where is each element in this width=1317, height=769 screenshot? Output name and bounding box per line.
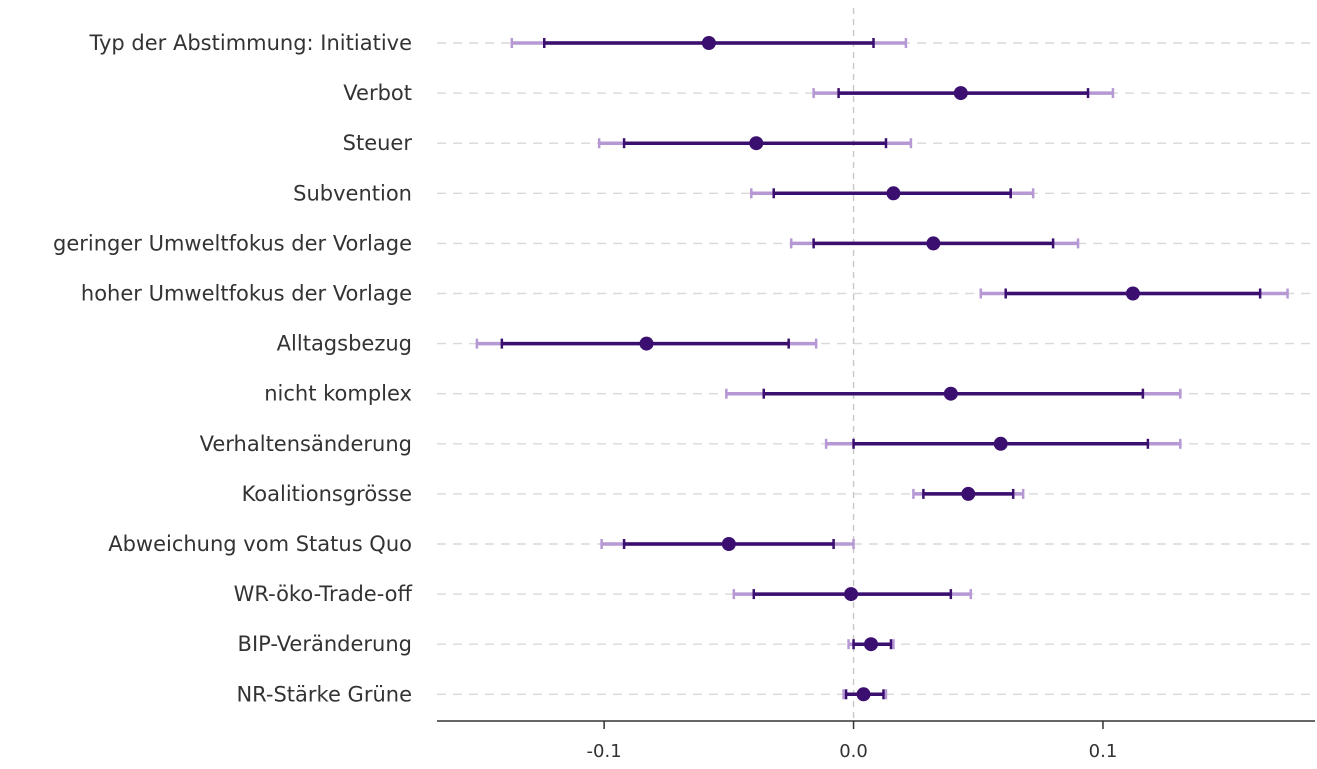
category-label: Steuer	[343, 131, 413, 155]
category-label: WR-öko-Trade-off	[234, 582, 413, 606]
point-estimate	[856, 687, 871, 702]
point-estimate	[639, 336, 654, 351]
point-estimate	[993, 436, 1008, 451]
category-label: Verhaltensänderung	[200, 432, 412, 456]
point-estimate	[721, 537, 736, 551]
category-label: Verbot	[343, 81, 412, 105]
point-estimate	[886, 186, 901, 201]
category-label: nicht komplex	[264, 382, 412, 406]
category-label: Koalitionsgrösse	[242, 482, 412, 506]
point-estimate	[701, 36, 716, 50]
point-estimates	[639, 36, 1140, 702]
grid-lines	[437, 42, 1315, 695]
point-estimate	[1125, 286, 1140, 301]
category-label: hoher Umweltfokus der Vorlage	[81, 282, 412, 306]
point-estimate	[926, 236, 941, 251]
category-labels: Typ der Abstimmung: Initiative Verbot Steu…	[53, 31, 413, 706]
point-estimate	[864, 637, 879, 652]
category-label: geringer Umweltfokus der Vorlage	[53, 231, 412, 255]
x-axis: -0.1 0.0 0.1	[437, 720, 1315, 762]
point-estimate	[749, 136, 764, 151]
confidence-intervals	[475, 38, 1289, 700]
point-estimate	[953, 86, 968, 101]
category-label: Abweichung vom Status Quo	[108, 532, 412, 556]
category-label: Subvention	[293, 181, 412, 205]
point-estimate	[943, 386, 958, 401]
category-label: Alltagsbezug	[277, 332, 412, 356]
x-tick-label: 0.0	[839, 741, 868, 762]
category-label: BIP-Veränderung	[238, 632, 412, 656]
x-tick-label: 0.1	[1089, 741, 1118, 762]
category-label: NR-Stärke Grüne	[236, 682, 412, 706]
point-estimate	[844, 587, 859, 602]
point-estimate	[961, 486, 976, 501]
x-tick-label: -0.1	[587, 741, 622, 762]
category-label: Typ der Abstimmung: Initiative	[88, 31, 412, 55]
